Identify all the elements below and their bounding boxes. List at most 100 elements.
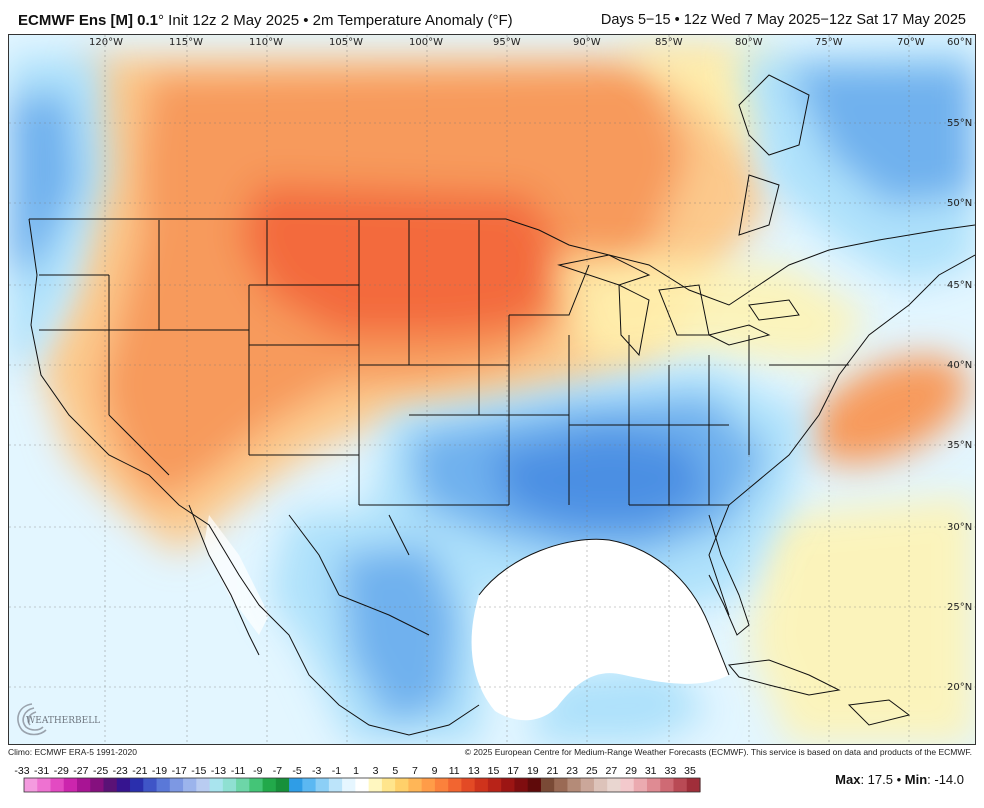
colorbar-swatch [328, 778, 343, 792]
colorbar-tick-label: 15 [488, 765, 500, 777]
colorbar-swatch [90, 778, 105, 792]
colorbar-tick-label: -25 [93, 765, 108, 777]
colorbar-swatch [686, 778, 701, 792]
colorbar-tick-label: 17 [507, 765, 519, 777]
lon-label-105w: 105°W [329, 37, 363, 48]
lon-label-110w: 110°W [249, 37, 283, 48]
colorbar-swatch [342, 778, 356, 792]
min-value: : -14.0 [927, 772, 964, 787]
model-name: ECMWF Ens [M] 0.1 [18, 12, 159, 29]
colorbar-tick-label: 33 [665, 765, 677, 777]
lat-label-55n: 55°N [947, 118, 972, 129]
colorbar-swatch [103, 778, 118, 792]
colorbar-tick-label: -19 [152, 765, 167, 777]
colorbar-tick-label: 1 [353, 765, 359, 777]
colorbar-tick-label: 29 [625, 765, 637, 777]
colorbar-swatch [130, 778, 144, 792]
colorbar-swatch [183, 778, 197, 792]
colorbar-tick-label: 19 [527, 765, 539, 777]
colorbar-swatch [461, 778, 476, 792]
colorbar-tick-label: -3 [312, 765, 321, 777]
colorbar-swatch [527, 778, 542, 792]
colorbar-swatch [514, 778, 529, 792]
max-value: : 17.5 • [860, 772, 905, 787]
colorbar-tick-label: 7 [412, 765, 418, 777]
colorbar-swatch [209, 778, 224, 792]
colorbar-swatch [395, 778, 409, 792]
political-borders [28, 74, 975, 736]
colorbar-tick-label: -5 [292, 765, 301, 777]
colorbar-tick-label: -21 [132, 765, 147, 777]
colorbar-swatch [24, 778, 38, 792]
max-label: Max [835, 772, 861, 787]
colorbar-swatch [607, 778, 622, 792]
colorbar-tick-label: 25 [586, 765, 598, 777]
latitude-labels: 55°N 50°N 45°N 40°N 35°N 30°N 25°N 20°N [947, 118, 972, 693]
colorbar-swatch [355, 778, 370, 792]
colorbar-swatches [23, 777, 701, 793]
colorbar-swatch [143, 778, 158, 792]
colorbar-tick-label: 23 [566, 765, 578, 777]
colorbar-swatch [567, 778, 582, 792]
colorbar-swatch [196, 778, 211, 792]
colorbar-tick-label: -29 [54, 765, 69, 777]
neutral-anomaly-field [549, 45, 975, 744]
colorbar-swatch [487, 778, 502, 792]
colorbar-swatch [646, 778, 661, 792]
colorbar-border [23, 777, 701, 793]
climo-text: Climo: ECMWF ERA-5 1991-2020 [8, 747, 137, 757]
colorbar-tick-label: 31 [645, 765, 657, 777]
lat-label-50n: 50°N [947, 198, 972, 209]
colorbar-tick-label: -31 [34, 765, 49, 777]
colorbar-swatch [540, 778, 555, 792]
lon-label-70w: 70°W [897, 37, 925, 48]
lon-label-80w: 80°W [735, 37, 763, 48]
colorbar-tick-label: -15 [191, 765, 206, 777]
lat-label-40n: 40°N [947, 360, 972, 371]
colorbar-swatch [50, 778, 65, 792]
colorbar-tick-label: 5 [392, 765, 398, 777]
colorbar-tick-label: 35 [684, 765, 696, 777]
colorbar-tick-label: 11 [449, 765, 460, 777]
colorbar-swatch [302, 778, 317, 792]
colorbar-swatch [673, 778, 688, 792]
colorbar-swatch [501, 778, 516, 792]
colorbar: -33 -31 -29 -27 -25 -23 -21 -19 -17 -15 -13 -11 -9 -7… [0, 760, 984, 808]
lon-label-85w: 85°W [655, 37, 683, 48]
map-title: ECMWF Ens [M] 0.1° Init 12z 2 May 2025 •… [18, 12, 513, 29]
colorbar-swatch [474, 778, 489, 792]
lat-label-25n: 25°N [947, 602, 972, 613]
colorbar-swatch [63, 778, 78, 792]
colorbar-swatch [116, 778, 131, 792]
lat-label-35n: 35°N [947, 440, 972, 451]
min-label: Min [904, 772, 928, 787]
colorbar-swatch [421, 778, 436, 792]
weatherbell-logo: WEATHERBELL [12, 698, 102, 745]
colorbar-swatch [37, 778, 52, 792]
colorbar-swatch [289, 778, 303, 792]
colorbar-swatch [660, 778, 675, 792]
colorbar-swatch [554, 778, 569, 792]
colorbar-tick-label: 27 [606, 765, 618, 777]
colorbar-swatch [156, 778, 171, 792]
lat-label-30n: 30°N [947, 522, 972, 533]
map-header: ECMWF Ens [M] 0.1° Init 12z 2 May 2025 •… [0, 0, 984, 34]
colorbar-tick-label: 13 [468, 765, 480, 777]
colorbar-swatch [169, 778, 184, 792]
colorbar-swatch [434, 778, 449, 792]
colorbar-swatch [620, 778, 635, 792]
lon-label-75w: 75°W [815, 37, 843, 48]
colorbar-swatch [275, 778, 290, 792]
colorbar-tick-label: 3 [373, 765, 379, 777]
colorbar-swatch [381, 778, 396, 792]
init-time: ° Init 12z 2 May 2025 • 2m Temperature A… [158, 12, 513, 29]
colorbar-swatch [593, 778, 608, 792]
lat-label-45n: 45°N [947, 280, 972, 291]
lon-label-90w: 90°W [573, 37, 601, 48]
colorbar-swatch [77, 778, 91, 792]
water-bodies [204, 515, 729, 721]
lon-label-115w: 115°W [169, 37, 203, 48]
valid-period: Days 5−15 • 12z Wed 7 May 2025−12z Sat 1… [600, 12, 966, 28]
lon-label-95w: 95°W [493, 37, 521, 48]
colorbar-swatch [633, 778, 648, 792]
